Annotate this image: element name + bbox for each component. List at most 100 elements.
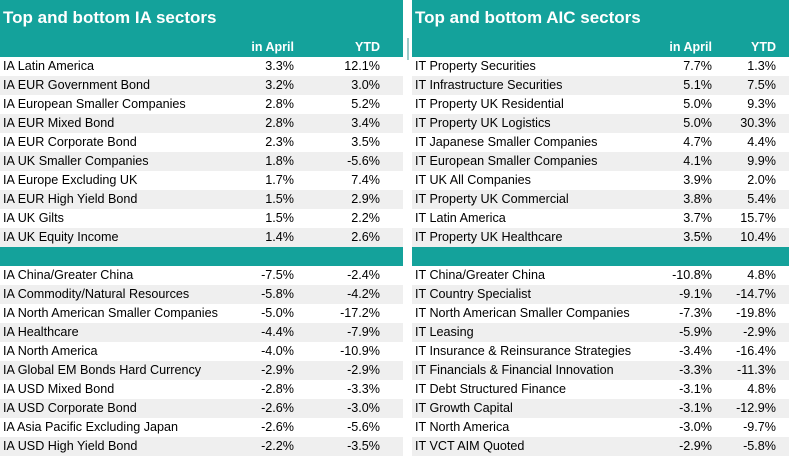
april-return: 1.4% [265,230,294,244]
april-return: -5.8% [261,287,294,301]
ia-section-divider [0,247,403,266]
ytd-return: -5.8% [743,439,776,453]
sector-name: IA European Smaller Companies [3,97,186,111]
ytd-return: -3.3% [347,382,380,396]
table-row: IA Commodity/Natural Resources -5.8% -4.2% [0,285,403,304]
table-row: IT European Smaller Companies 4.1% 9.9% [412,152,789,171]
ytd-return: 12.1% [344,59,380,73]
april-return: -3.1% [679,401,712,415]
sector-name: IT North America [415,420,510,434]
april-return: -2.9% [679,439,712,453]
april-return: -4.0% [261,344,294,358]
sector-name: IA EUR Mixed Bond [3,116,115,130]
sector-name: IA North American Smaller Companies [3,306,218,320]
ytd-return: 2.0% [747,173,776,187]
april-return: 3.3% [265,59,294,73]
ytd-return: 10.4% [740,230,776,244]
table-row: IA Latin America 3.3% 12.1% [0,57,403,76]
ytd-return: 2.2% [351,211,380,225]
sector-name: IA EUR Corporate Bond [3,135,137,149]
sector-name: IT North American Smaller Companies [415,306,630,320]
april-return: -7.5% [261,268,294,282]
table-row: IT Leasing -5.9% -2.9% [412,323,789,342]
ytd-return: -16.4% [736,344,776,358]
table-row: IA North American Smaller Companies -5.0%… [0,304,403,323]
ia-top-rows: IA Latin America 3.3% 12.1% IA EUR Governme… [0,57,403,247]
aic-col-name [412,38,646,57]
sector-name: IA EUR Government Bond [3,78,150,92]
ia-panel-title: Top and bottom IA sectors [0,0,403,38]
sector-name: IT Infrastructure Securities [415,78,563,92]
april-return: 1.8% [265,154,294,168]
april-return: -5.9% [679,325,712,339]
table-row: IA UK Gilts 1.5% 2.2% [0,209,403,228]
sector-name: IA North America [3,344,98,358]
table-row: IA Healthcare -4.4% -7.9% [0,323,403,342]
sector-name: IT Leasing [415,325,474,339]
april-return: 3.2% [265,78,294,92]
table-row: IT Property Securities 7.7% 1.3% [412,57,789,76]
aic-top-rows: IT Property Securities 7.7% 1.3% IT Infrast… [412,57,789,247]
sector-name: IT Property UK Healthcare [415,230,563,244]
sector-name: IT Debt Structured Finance [415,382,566,396]
aic-column-header: in April YTD [412,38,789,57]
table-row: IA EUR Mixed Bond 2.8% 3.4% [0,114,403,133]
ytd-return: -7.9% [347,325,380,339]
april-return: -3.3% [679,363,712,377]
sector-name: IA USD High Yield Bond [3,439,138,453]
sector-name: IT Property UK Commercial [415,192,569,206]
ytd-return: -17.2% [340,306,380,320]
april-return: 3.5% [683,230,712,244]
table-row: IT Latin America 3.7% 15.7% [412,209,789,228]
table-row: IT Property UK Healthcare 3.5% 10.4% [412,228,789,247]
table-row: IA Global EM Bonds Hard Currency -2.9% -2.… [0,361,403,380]
ytd-return: -10.9% [340,344,380,358]
ytd-return: -9.7% [743,420,776,434]
april-return: 3.8% [683,192,712,206]
table-row: IA China/Greater China -7.5% -2.4% [0,266,403,285]
april-return: 1.5% [265,211,294,225]
april-return: -3.0% [679,420,712,434]
table-row: IT Country Specialist -9.1% -14.7% [412,285,789,304]
sector-name: IA EUR High Yield Bond [3,192,138,206]
ytd-return: 3.0% [351,78,380,92]
aic-col-april: in April [669,40,712,54]
table-row: IA EUR Government Bond 3.2% 3.0% [0,76,403,95]
ytd-return: -12.9% [736,401,776,415]
sector-name: IT Insurance & Reinsurance Strategies [415,344,632,358]
ytd-return: 4.8% [747,382,776,396]
sector-name: IA Europe Excluding UK [3,173,138,187]
table-row: IA European Smaller Companies 2.8% 5.2% [0,95,403,114]
sector-name: IT Property Securities [415,59,536,73]
table-row: IT UK All Companies 3.9% 2.0% [412,171,789,190]
april-return: -9.1% [679,287,712,301]
ytd-return: -3.0% [347,401,380,415]
table-row: IA EUR High Yield Bond 1.5% 2.9% [0,190,403,209]
sector-name: IA Global EM Bonds Hard Currency [3,363,202,377]
sector-name: IT European Smaller Companies [415,154,598,168]
table-row: IA North America -4.0% -10.9% [0,342,403,361]
sector-name: IA USD Mixed Bond [3,382,115,396]
sector-name: IT Japanese Smaller Companies [415,135,598,149]
table-row: IT Insurance & Reinsurance Strategies -3.… [412,342,789,361]
april-return: -2.6% [261,401,294,415]
sector-name: IA UK Smaller Companies [3,154,149,168]
ia-col-ytd: YTD [355,40,380,54]
table-row: IT North America -3.0% -9.7% [412,418,789,437]
table-row: IA Europe Excluding UK 1.7% 7.4% [0,171,403,190]
table-row: IT Financials & Financial Innovation -3.3… [412,361,789,380]
aic-bottom-rows: IT China/Greater China -10.8% 4.8% IT Count… [412,266,789,456]
ytd-return: 2.6% [351,230,380,244]
ytd-return: -14.7% [736,287,776,301]
ia-sectors-panel: Top and bottom IA sectors in April YTD I… [0,0,403,456]
sector-name: IT VCT AIM Quoted [415,439,525,453]
table-row: IA Asia Pacific Excluding Japan -2.6% -5.6… [0,418,403,437]
aic-section-divider [412,247,789,266]
table-row: IT North American Smaller Companies -7.3%… [412,304,789,323]
april-return: -10.8% [672,268,712,282]
ia-col-april: in April [251,40,294,54]
ytd-return: 9.9% [747,154,776,168]
aic-sectors-panel: Top and bottom AIC sectors in April YTD … [412,0,789,456]
ytd-return: -5.6% [347,154,380,168]
sector-name: IT Property UK Residential [415,97,564,111]
